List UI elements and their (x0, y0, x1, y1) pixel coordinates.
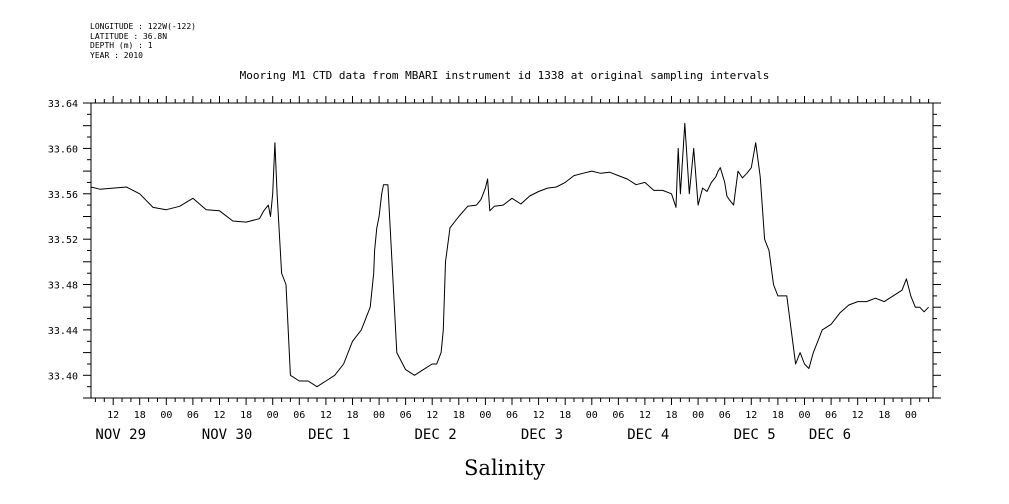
y-tick-label: 33.44 (48, 326, 78, 337)
latitude-label: LATITUDE : 36.8N (90, 31, 168, 41)
x-hour-label: 18 (240, 410, 252, 421)
x-day-label: DEC 6 (809, 427, 851, 443)
x-hour-label: 00 (905, 410, 917, 421)
x-hour-label: 18 (134, 410, 146, 421)
x-hour-label: 18 (559, 410, 571, 421)
x-hour-label: 12 (320, 410, 332, 421)
x-day-label: NOV 30 (202, 427, 253, 443)
x-hour-label: 00 (160, 410, 172, 421)
x-hour-label: 00 (373, 410, 385, 421)
longitude-label: LONGITUDE : 122W(-122) (90, 22, 196, 31)
y-tick-label: 33.40 (48, 371, 78, 382)
x-day-label: DEC 4 (627, 427, 669, 443)
x-hour-label: 18 (772, 410, 784, 421)
x-hour-label: 06 (506, 410, 518, 421)
x-hour-label: 00 (267, 410, 279, 421)
year-label: YEAR : 2010 (90, 50, 143, 60)
x-hour-label: 06 (187, 410, 199, 421)
metadata-block: LONGITUDE : 122W(-122) LATITUDE : 36.8N … (90, 22, 196, 60)
plot-frame (90, 102, 934, 399)
y-tick-label: 33.60 (48, 144, 78, 155)
x-hour-label: 12 (745, 410, 757, 421)
x-hour-label: 00 (692, 410, 704, 421)
x-hour-label: 12 (533, 410, 545, 421)
depth-label: DEPTH (m) : 1 (90, 41, 153, 50)
y-tick-label: 33.64 (48, 99, 78, 110)
x-axis-label: Salinity (464, 456, 545, 480)
x-hour-label: 00 (798, 410, 810, 421)
x-hour-label: 00 (479, 410, 491, 421)
x-hour-label: 18 (453, 410, 465, 421)
x-day-label: NOV 29 (95, 427, 146, 443)
series-group (90, 122, 929, 388)
chart-title: Mooring M1 CTD data from MBARI instrumen… (239, 69, 770, 82)
x-day-label: DEC 2 (415, 427, 457, 443)
x-hour-label: 00 (586, 410, 598, 421)
x-hour-label: 18 (666, 410, 678, 421)
x-day-label: DEC 5 (734, 427, 776, 443)
x-hour-label: 06 (825, 410, 837, 421)
x-hour-label: 06 (293, 410, 305, 421)
x-day-label: DEC 1 (308, 427, 350, 443)
x-hour-label: 12 (639, 410, 651, 421)
x-hour-label: 18 (346, 410, 358, 421)
x-hour-label: 12 (107, 410, 119, 421)
y-tick-label: 33.52 (48, 235, 78, 246)
y-tick-label: 33.48 (48, 281, 78, 292)
x-hour-label: 12 (852, 410, 864, 421)
x-hour-label: 06 (719, 410, 731, 421)
salinity-line (90, 122, 929, 388)
y-tick-label: 33.56 (48, 190, 78, 201)
x-axis: 12 18 00 06 12 18 00 06 12 18 00 06 12 18 00 06 12 18 00 06… (94, 96, 930, 443)
y-axis: 33.40 33.44 33.48 33.52 33.56 33.60 33.64 (48, 99, 941, 399)
x-hour-label: 12 (213, 410, 225, 421)
x-hour-label: 06 (400, 410, 412, 421)
x-hour-label: 12 (426, 410, 438, 421)
x-day-label: DEC 3 (521, 427, 563, 443)
x-hour-label: 06 (612, 410, 624, 421)
x-hour-label: 18 (878, 410, 890, 421)
